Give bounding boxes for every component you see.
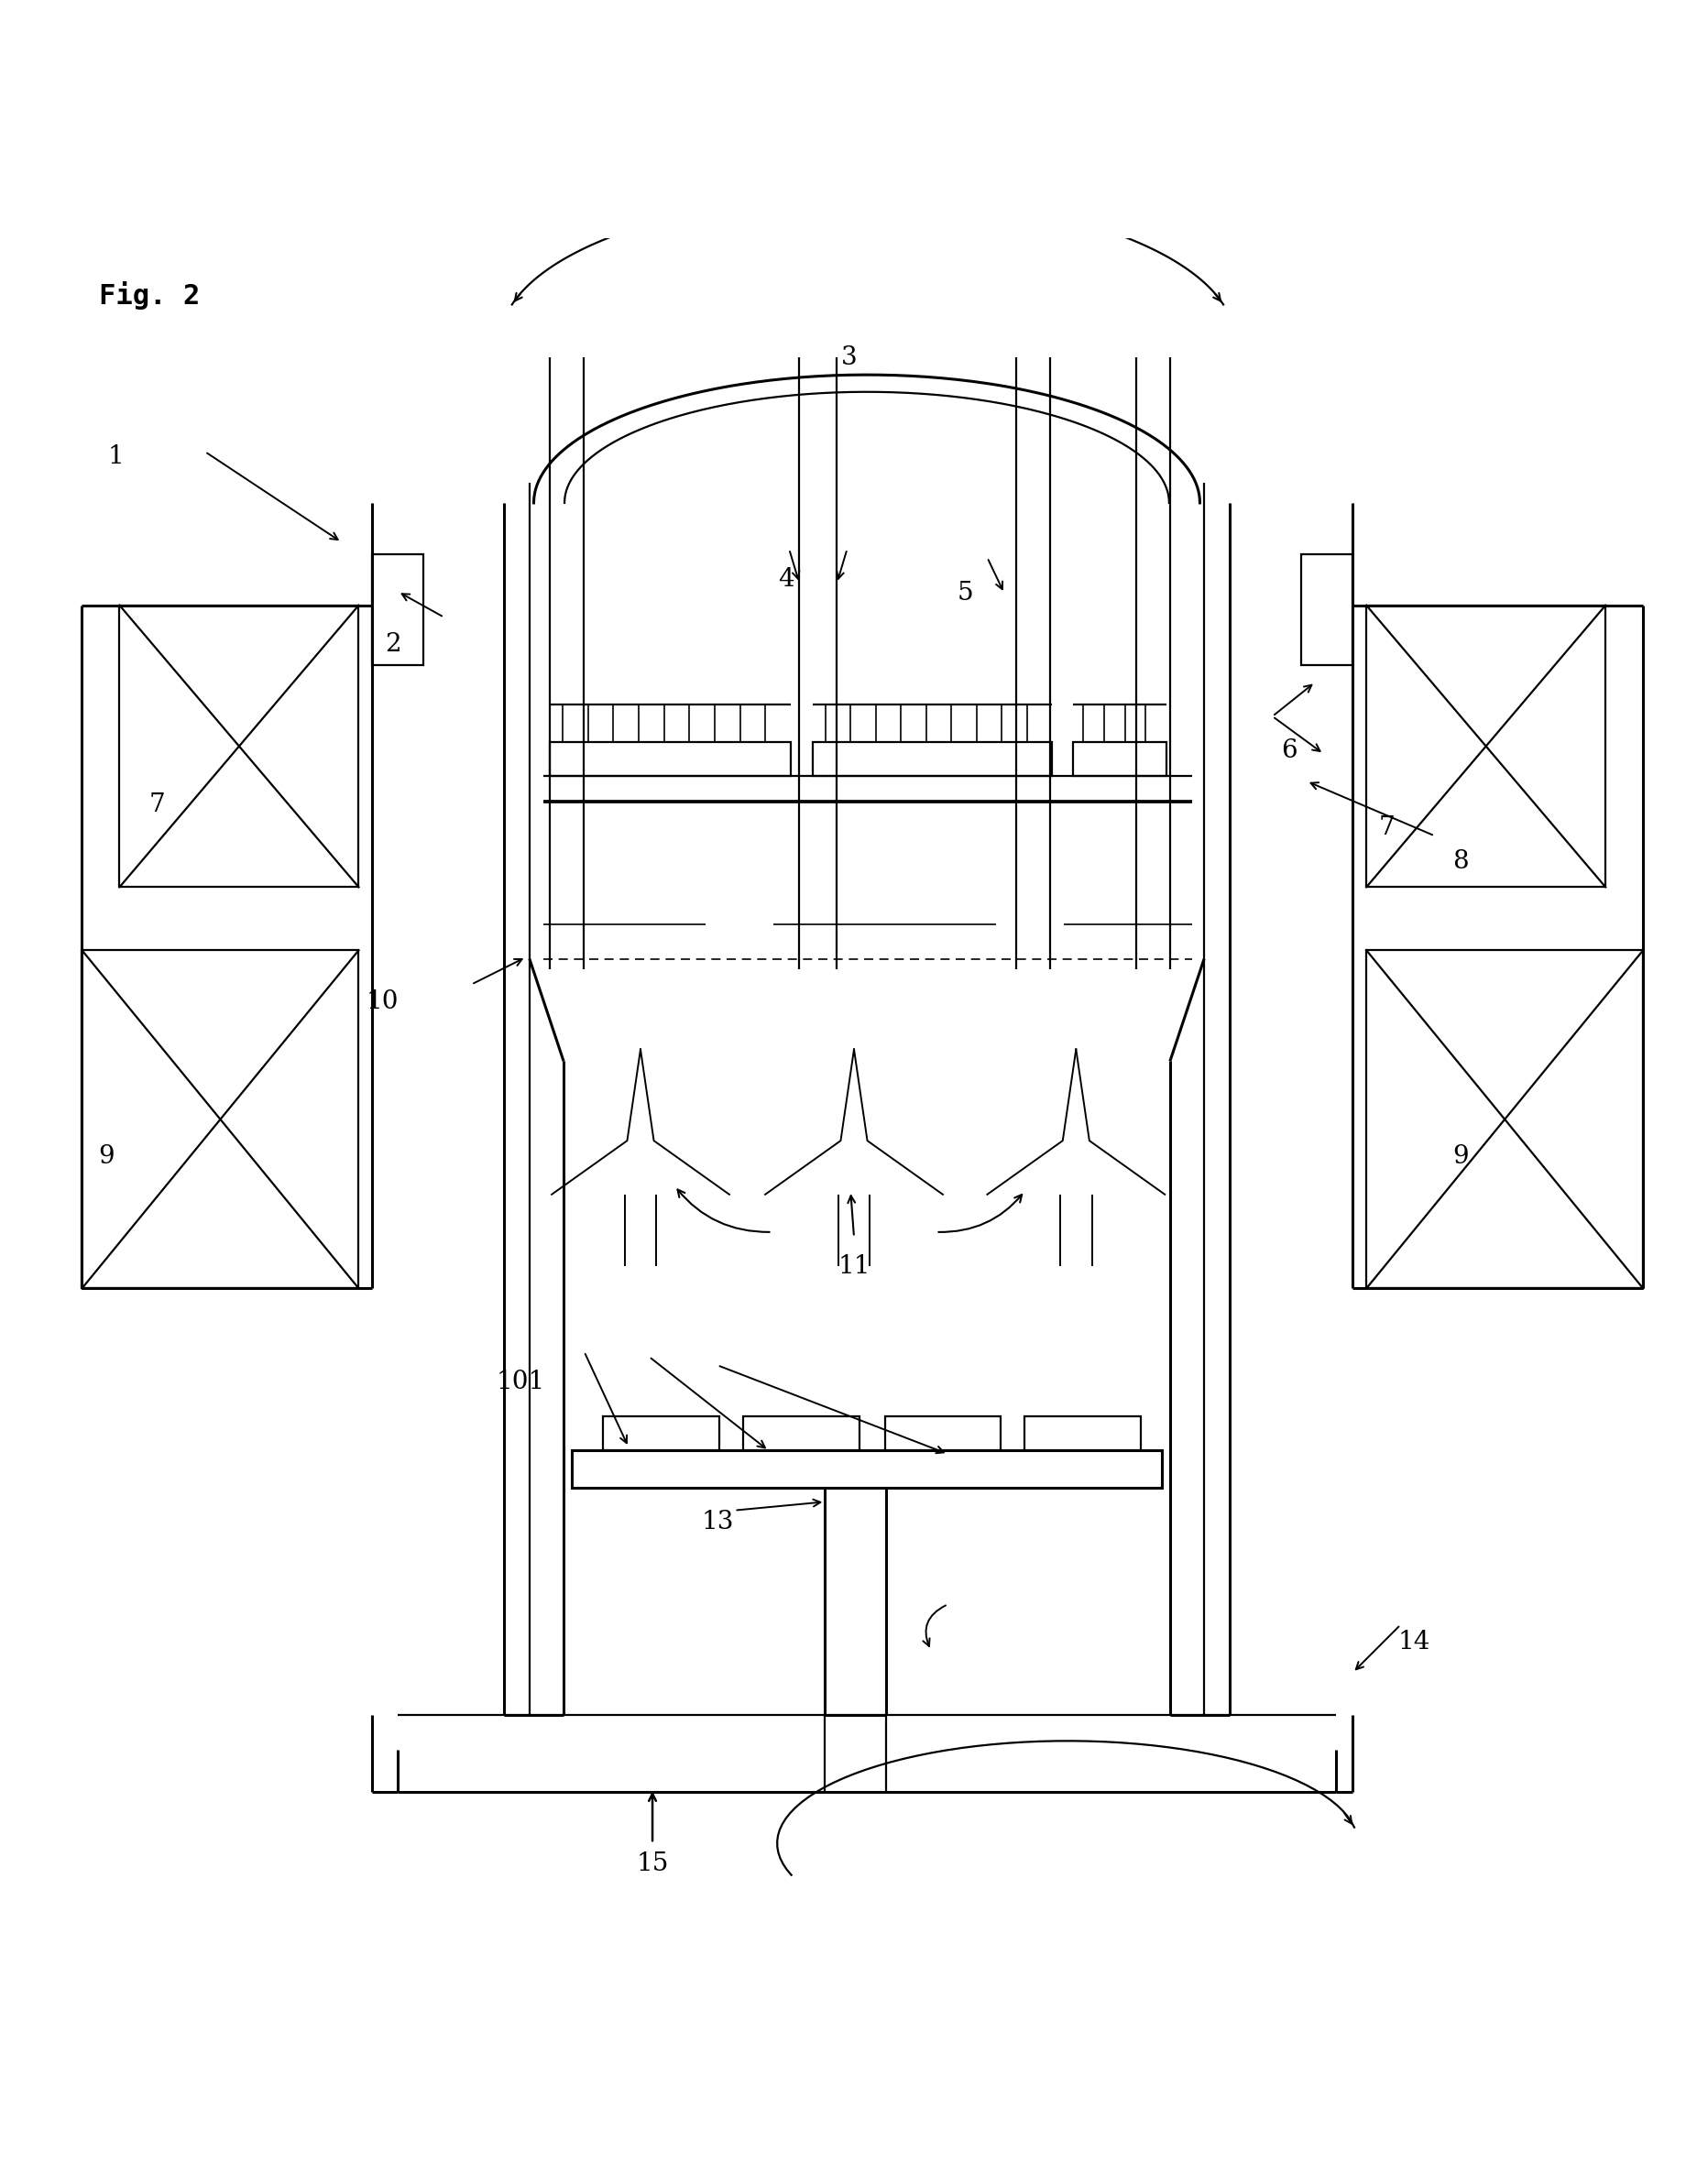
Bar — [813, 743, 1052, 775]
Text: 9: 9 — [1452, 1144, 1469, 1168]
Text: 1: 1 — [108, 443, 125, 470]
Text: 13: 13 — [702, 1509, 733, 1535]
Text: 5: 5 — [956, 581, 974, 605]
Bar — [1073, 743, 1167, 775]
Text: 7: 7 — [1378, 815, 1395, 839]
Text: 9: 9 — [97, 1144, 114, 1168]
Text: 2: 2 — [384, 631, 401, 657]
Text: Fig. 2: Fig. 2 — [99, 282, 200, 310]
Bar — [1301, 555, 1353, 666]
Bar — [1366, 605, 1606, 887]
Text: 14: 14 — [1399, 1629, 1430, 1653]
Bar — [572, 1450, 1161, 1487]
Text: 7: 7 — [149, 793, 166, 817]
Bar — [120, 605, 359, 887]
Bar — [743, 1417, 859, 1450]
Text: 15: 15 — [637, 1852, 668, 1876]
Bar — [372, 555, 424, 666]
Bar — [550, 743, 791, 775]
Bar — [1025, 1417, 1141, 1450]
Text: 101: 101 — [497, 1369, 545, 1396]
Bar — [82, 950, 359, 1289]
Text: 4: 4 — [777, 568, 794, 592]
Text: 3: 3 — [840, 345, 857, 369]
Text: 11: 11 — [837, 1254, 871, 1278]
Text: 6: 6 — [1281, 738, 1298, 762]
Bar — [885, 1417, 1001, 1450]
Text: 10: 10 — [366, 989, 400, 1013]
Text: 8: 8 — [1452, 850, 1469, 874]
Bar — [603, 1417, 719, 1450]
Bar — [1366, 950, 1643, 1289]
